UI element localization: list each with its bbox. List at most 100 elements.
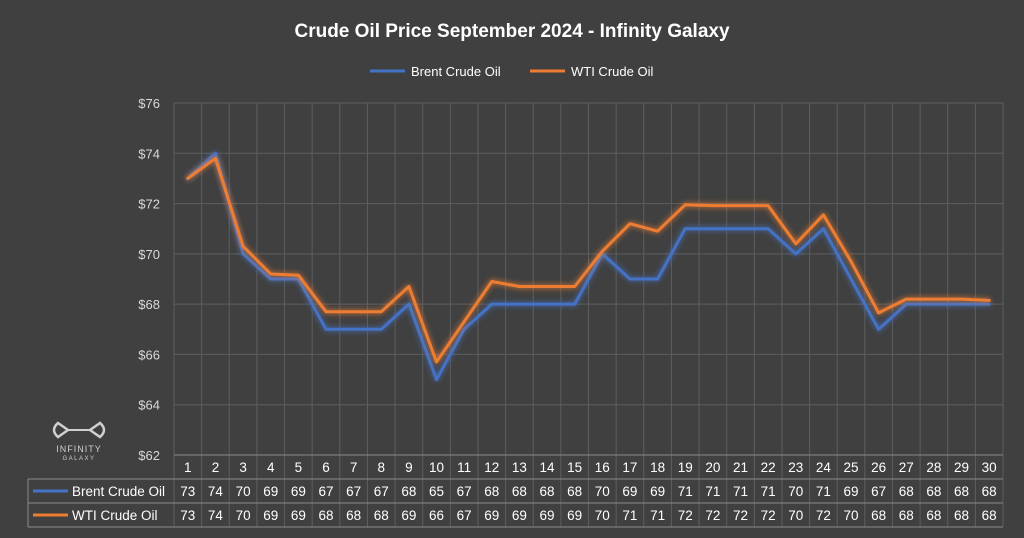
table-category-cell: 1	[184, 460, 192, 475]
table-value-cell: 71	[650, 508, 665, 523]
table-category-cell: 7	[350, 460, 358, 475]
table-value-cell: 71	[622, 508, 637, 523]
y-axis-ticks: $62 $64 $66 $68 $70 $72 $74 $76	[138, 96, 160, 463]
table-category-cell: 13	[512, 460, 527, 475]
table-category-cell: 8	[377, 460, 385, 475]
table-value-cell: 71	[761, 484, 776, 499]
table-value-cell: 74	[208, 508, 224, 523]
series-line-wti	[186, 156, 991, 364]
table-category-cell: 9	[405, 460, 413, 475]
table-value-cell: 69	[484, 508, 499, 523]
table-category-cell: 11	[457, 460, 471, 475]
table-value-cell: 74	[208, 484, 224, 499]
table-value-cell: 69	[512, 508, 527, 523]
table-value-cell: 72	[678, 508, 693, 523]
table-value-cell: 66	[429, 508, 444, 523]
table-category-cell: 24	[816, 460, 832, 475]
table-category-cell: 25	[844, 460, 859, 475]
table-value-cell: 67	[318, 484, 333, 499]
table-value-cell: 68	[540, 484, 555, 499]
table-value-cell: 71	[816, 484, 831, 499]
table-value-cell: 67	[871, 484, 886, 499]
table-value-cell: 71	[705, 484, 720, 499]
table-value-cell: 69	[567, 508, 582, 523]
series-line-brent	[186, 151, 991, 382]
table-value-cell: 70	[788, 484, 803, 499]
table-value-cell: 70	[595, 508, 610, 523]
y-tick-label: $66	[138, 347, 160, 362]
logo-name: INFINITY	[56, 444, 102, 454]
table-value-cell: 68	[567, 484, 582, 499]
table-value-cell: 69	[291, 508, 306, 523]
table-category-cell: 22	[761, 460, 776, 475]
table-value-cell: 71	[678, 484, 693, 499]
table-value-cell: 65	[429, 484, 444, 499]
table-value-cell: 67	[457, 484, 472, 499]
table-value-cell: 69	[622, 484, 637, 499]
y-tick-label: $64	[138, 398, 160, 413]
infinity-galaxy-logo: INFINITY GALAXY	[52, 421, 106, 462]
table-value-cell: 68	[982, 484, 997, 499]
y-tick-label: $70	[138, 247, 160, 262]
y-tick-label: $74	[138, 146, 160, 161]
table-category-cell: 23	[788, 460, 803, 475]
table-value-cell: 73	[180, 508, 195, 523]
table-value-cell: 67	[374, 484, 389, 499]
table-category-cell: 26	[871, 460, 886, 475]
y-tick-label: $68	[138, 297, 160, 312]
table-value-cell: 68	[374, 508, 389, 523]
table-category-cell: 2	[212, 460, 220, 475]
table-category-cell: 21	[733, 460, 748, 475]
table-value-cell: 68	[926, 508, 941, 523]
table-value-cell: 72	[816, 508, 831, 523]
table-category-cell: 15	[567, 460, 582, 475]
table-category-cell: 29	[954, 460, 969, 475]
table-value-cell: 68	[346, 508, 361, 523]
table-value-cell: 69	[263, 484, 278, 499]
table-category-cell: 28	[926, 460, 941, 475]
table-value-cell: 70	[788, 508, 803, 523]
table-value-cell: 71	[733, 484, 748, 499]
table-category-cell: 30	[982, 460, 997, 475]
table-value-cell: 69	[401, 508, 416, 523]
legend-label-wti: WTI Crude Oil	[571, 64, 653, 79]
table-value-cell: 68	[982, 508, 997, 523]
infinity-icon	[52, 421, 106, 439]
table-category-cell: 14	[540, 460, 556, 475]
table-series-label: WTI Crude Oil	[72, 508, 158, 523]
legend: Brent Crude Oil WTI Crude Oil	[370, 64, 653, 79]
legend-label-brent: Brent Crude Oil	[411, 64, 501, 79]
table-value-cell: 70	[595, 484, 610, 499]
data-table: 1 2 3 4 5 6 7 8 9 10 11 12 13 14 15 16 17 18 19 20 21 22 23 24 2…	[27, 454, 1003, 528]
table-category-cell: 6	[322, 460, 330, 475]
table-value-cell: 69	[291, 484, 306, 499]
table-value-cell: 68	[512, 484, 527, 499]
table-value-cell: 72	[705, 508, 720, 523]
table-value-cell: 67	[457, 508, 472, 523]
table-value-cell: 68	[899, 484, 914, 499]
table-value-cell: 70	[844, 508, 859, 523]
table-category-cell: 27	[899, 460, 914, 475]
table-value-cell: 69	[540, 508, 555, 523]
table-category-cell: 18	[650, 460, 665, 475]
table-value-cell: 73	[180, 484, 195, 499]
table-category-cell: 3	[239, 460, 247, 475]
chart-title: Crude Oil Price September 2024 - Infinit…	[294, 21, 729, 42]
table-category-cell: 4	[267, 460, 275, 475]
table-value-cell: 69	[650, 484, 665, 499]
table-value-cell: 70	[236, 484, 251, 499]
table-value-cell: 68	[954, 484, 969, 499]
table-value-cell: 72	[733, 508, 748, 523]
table-value-cell: 68	[318, 508, 333, 523]
table-value-cell: 72	[761, 508, 776, 523]
table-category-cell: 5	[295, 460, 303, 475]
table-value-cell: 68	[484, 484, 499, 499]
table-value-cell: 68	[954, 508, 969, 523]
table-value-cell: 68	[401, 484, 416, 499]
table-series-label: Brent Crude Oil	[72, 484, 165, 499]
table-value-cell: 70	[236, 508, 251, 523]
table-value-cell: 69	[263, 508, 278, 523]
y-tick-label: $72	[138, 197, 160, 212]
